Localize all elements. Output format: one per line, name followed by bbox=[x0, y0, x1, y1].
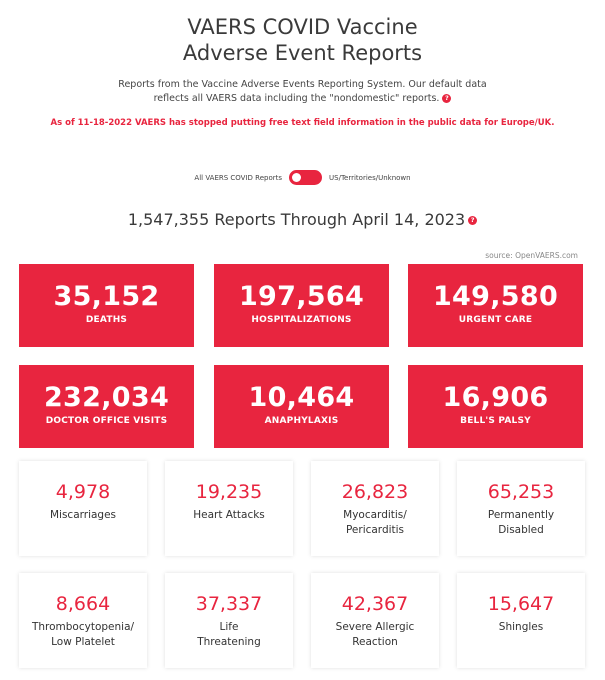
stat-label-line-1: Severe Allergic bbox=[335, 621, 415, 633]
stat-label: ANAPHYLAXIS bbox=[264, 416, 339, 426]
stat-label-line-1: Miscarriages bbox=[49, 509, 117, 521]
stat-label: Life Threatening bbox=[171, 620, 287, 650]
data-scope-toggle-switch[interactable] bbox=[289, 170, 323, 185]
stat-label: Permanently Disabled bbox=[463, 508, 579, 538]
stat-value: 232,034 bbox=[43, 382, 170, 413]
stat-label: Heart Attacks bbox=[171, 508, 287, 523]
stat-value: 19,235 bbox=[195, 481, 263, 503]
stat-label: DOCTOR OFFICE VISITS bbox=[45, 416, 168, 426]
stat-value: 35,152 bbox=[53, 281, 160, 312]
stat-card-myocarditis: 26,823 Myocarditis/ Pericarditis bbox=[311, 461, 439, 556]
stat-card-severe-allergic-reaction: 42,367 Severe Allergic Reaction bbox=[311, 573, 439, 668]
stat-label: Myocarditis/ Pericarditis bbox=[317, 508, 433, 538]
stat-label-line-2: Reaction bbox=[352, 636, 398, 648]
stat-label: Thrombocytopenia/ Low Platelet bbox=[25, 620, 141, 650]
stat-label-line-2: Low Platelet bbox=[51, 636, 115, 648]
stat-label: HOSPITALIZATIONS bbox=[251, 315, 352, 325]
description-line-1: Reports from the Vaccine Adverse Events … bbox=[118, 79, 487, 90]
stat-value: 149,580 bbox=[432, 281, 559, 312]
stat-label-line-1: Life bbox=[219, 621, 239, 633]
data-scope-toggle-row: All VAERS COVID Reports US/Territories/U… bbox=[0, 170, 605, 185]
stat-value: 8,664 bbox=[55, 593, 111, 615]
stat-label-line-1: Thrombocytopenia/ bbox=[31, 621, 135, 633]
stat-value: 197,564 bbox=[238, 281, 365, 312]
stat-card-shingles: 15,647 Shingles bbox=[457, 573, 585, 668]
stat-label-line-1: Permanently bbox=[487, 509, 555, 521]
toggle-left-label: All VAERS COVID Reports bbox=[194, 173, 283, 182]
stat-label-line-2: Pericarditis bbox=[345, 524, 405, 536]
description-line-2-wrap: reflects all VAERS data including the "n… bbox=[60, 92, 545, 106]
stat-card-urgent-care: 149,580 URGENT CARE bbox=[408, 264, 583, 347]
stat-card-miscarriages: 4,978 Miscarriages bbox=[19, 461, 147, 556]
source-credit: source: OpenVAERS.com bbox=[485, 251, 578, 260]
help-icon[interactable]: ? bbox=[468, 216, 478, 225]
stat-card-bells-palsy: 16,906 BELL'S PALSY bbox=[408, 365, 583, 448]
stat-card-heart-attacks: 19,235 Heart Attacks bbox=[165, 461, 293, 556]
stat-label: DEATHS bbox=[85, 315, 128, 325]
stat-value: 65,253 bbox=[487, 481, 555, 503]
stat-label-line-2: Threatening bbox=[197, 636, 261, 648]
stat-label-line-1: Shingles bbox=[498, 621, 544, 633]
stat-label: Miscarriages bbox=[25, 508, 141, 523]
stat-label-line-1: Myocarditis/ bbox=[343, 509, 407, 521]
stat-value: 15,647 bbox=[487, 593, 555, 615]
stat-label: Shingles bbox=[463, 620, 579, 635]
stat-card-hospitalizations: 197,564 HOSPITALIZATIONS bbox=[214, 264, 389, 347]
stat-label-line-1: Heart Attacks bbox=[193, 509, 265, 521]
stat-label-line-2: Disabled bbox=[498, 524, 544, 536]
page-title-line-1: VAERS COVID Vaccine bbox=[187, 15, 418, 39]
page-description: Reports from the Vaccine Adverse Events … bbox=[60, 78, 545, 106]
stat-label: Severe Allergic Reaction bbox=[317, 620, 433, 650]
toggle-knob bbox=[292, 173, 302, 182]
stat-label: URGENT CARE bbox=[458, 315, 533, 325]
page-title: VAERS COVID Vaccine Adverse Event Report… bbox=[0, 14, 605, 66]
reports-headline: 1,547,355 Reports Through April 14, 2023… bbox=[0, 210, 605, 229]
stat-card-doctor-office-visits: 232,034 DOCTOR OFFICE VISITS bbox=[19, 365, 194, 448]
stat-card-anaphylaxis: 10,464 ANAPHYLAXIS bbox=[214, 365, 389, 448]
toggle-right-label: US/Territories/Unknown bbox=[329, 173, 411, 182]
stat-card-life-threatening: 37,337 Life Threatening bbox=[165, 573, 293, 668]
stat-value: 16,906 bbox=[442, 382, 549, 413]
reports-headline-text: 1,547,355 Reports Through April 14, 2023 bbox=[127, 210, 466, 229]
stat-value: 37,337 bbox=[195, 593, 263, 615]
stat-card-deaths: 35,152 DEATHS bbox=[19, 264, 194, 347]
page-title-line-2: Adverse Event Reports bbox=[182, 41, 423, 65]
help-icon[interactable]: ? bbox=[442, 94, 452, 103]
description-line-2: reflects all VAERS data including the "n… bbox=[153, 93, 440, 104]
stat-card-thrombocytopenia: 8,664 Thrombocytopenia/ Low Platelet bbox=[19, 573, 147, 668]
stat-value: 42,367 bbox=[341, 593, 409, 615]
stat-value: 4,978 bbox=[55, 481, 111, 503]
stat-value: 10,464 bbox=[248, 382, 355, 413]
stat-value: 26,823 bbox=[341, 481, 409, 503]
data-notice: As of 11-18-2022 VAERS has stopped putti… bbox=[50, 118, 555, 128]
stat-card-permanently-disabled: 65,253 Permanently Disabled bbox=[457, 461, 585, 556]
stat-label: BELL'S PALSY bbox=[460, 416, 531, 426]
